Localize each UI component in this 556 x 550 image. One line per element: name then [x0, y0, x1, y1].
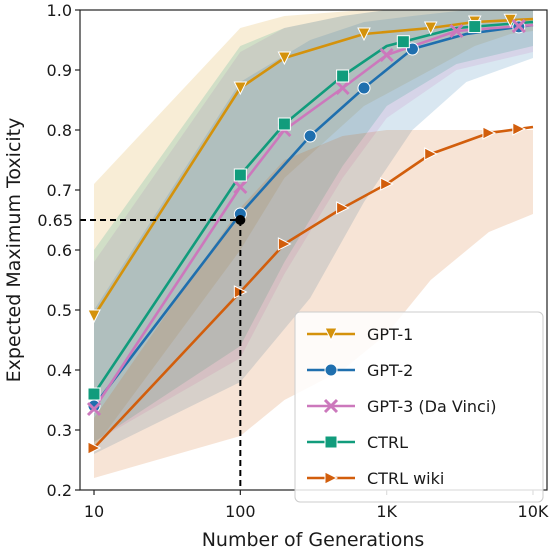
gpt-2-legend-marker [324, 363, 338, 377]
ctrl-marker [87, 387, 101, 401]
gpt-3-da-vinci-marker [511, 19, 526, 34]
y-axis-label: Expected Maximum Toxicity [3, 118, 25, 383]
gpt-1-marker [357, 27, 371, 42]
x-axis-label: Number of Generations [202, 529, 425, 550]
gpt-2-band [94, 10, 533, 454]
gpt-1-band [94, 10, 533, 448]
ctrl-legend-marker [324, 435, 338, 449]
gpt-3-da-vinci-marker [449, 23, 464, 39]
ctrl-band [94, 10, 533, 442]
ctrl-wiki-band [94, 130, 533, 478]
gpt-3-da-vinci-marker [233, 179, 248, 195]
gpt-1-marker [277, 51, 292, 66]
gpt-3-da-vinci-marker [379, 47, 394, 63]
gpt-1-legend-label: GPT-1 [367, 325, 413, 344]
ctrl-marker [468, 20, 482, 34]
y-tick-label: 0.6 [47, 241, 72, 260]
y-tick-label: 1.0 [47, 1, 72, 20]
x-tick-label: 1K [376, 502, 397, 521]
y-tick-label: 0.3 [47, 421, 72, 440]
ctrl-wiki-marker [87, 441, 102, 455]
gpt-1-marker [423, 21, 438, 36]
y-tick-label: 0.7 [47, 181, 72, 200]
ctrl-marker [396, 35, 410, 49]
y-axis-ticks: 0.2 0.3 0.4 0.5 0.6 0.7 0.8 0.9 1.0 [47, 1, 80, 500]
gpt-2-marker [357, 81, 371, 95]
ctrl-wiki-legend-label: CTRL wiki [367, 469, 444, 488]
gpt-2-legend-label: GPT-2 [367, 361, 413, 380]
y-tick-label: 0.9 [47, 61, 72, 80]
legend: GPT-1 GPT-2 GPT-3 (Da Vinci) CTRL CTRL wiki [294, 311, 544, 503]
ctrl-wiki-marker [336, 201, 350, 215]
ctrl-wiki-marker [512, 122, 526, 136]
x-axis-ticks: 10 100 1K 10K [84, 490, 549, 521]
ctrl-wiki-line [93, 125, 534, 449]
gpt-1-marker [233, 81, 248, 96]
gpt-3-da-vinci-legend-marker [323, 398, 339, 414]
y-tick-label: 0.2 [47, 481, 72, 500]
y-tick-label: 0.8 [47, 121, 72, 140]
ctrl-wiki-marker [380, 177, 394, 191]
ctrl-wiki-legend-marker [324, 471, 339, 485]
ctrl-wiki-marker [424, 147, 438, 161]
gpt-2-marker [303, 129, 317, 143]
x-tick-label: 10 [84, 502, 104, 521]
ctrl-legend-label: CTRL [367, 433, 408, 452]
ctrl-marker [277, 117, 291, 131]
reference-lines: 0.65 [37, 211, 246, 490]
ctrl-marker [233, 168, 247, 182]
gpt-1-marker [87, 309, 101, 324]
y-tick-label: 0.4 [47, 361, 72, 380]
y-tick-label: 0.5 [47, 301, 72, 320]
ctrl-wiki-marker [482, 126, 497, 140]
gpt-1-line [92, 17, 534, 317]
gpt-3-da-vinci-legend-label: GPT-3 (Da Vinci) [367, 397, 497, 416]
x-tick-label: 10K [518, 502, 549, 521]
reference-label: 0.65 [37, 211, 73, 230]
gpt-1-legend-marker [324, 327, 338, 342]
ctrl-wiki-marker [277, 237, 292, 251]
gpt-3-da-vinci-marker [335, 80, 350, 96]
gpt-3-da-vinci-marker [86, 401, 102, 417]
legend-box [294, 311, 544, 503]
ctrl-marker [336, 69, 350, 83]
series-markers [86, 13, 526, 455]
reference-point [235, 215, 246, 225]
x-tick-label: 100 [225, 502, 256, 521]
